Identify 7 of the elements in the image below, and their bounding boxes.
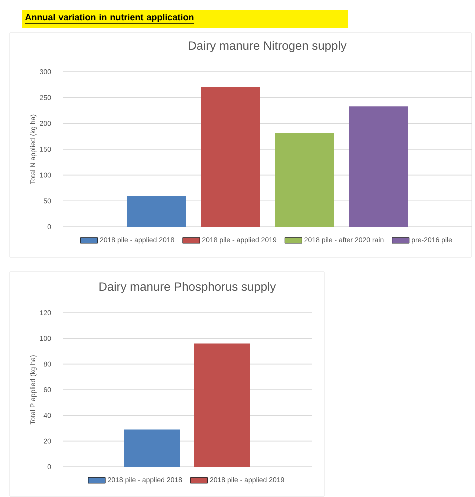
chart-title: Dairy manure Nitrogen supply xyxy=(188,41,347,52)
text: Annual variation in nutrient application xyxy=(25,14,194,22)
bar xyxy=(126,196,186,227)
bar xyxy=(274,132,334,227)
chart-title: Dairy manure Phosphorus supply xyxy=(100,282,276,294)
bar xyxy=(348,106,408,227)
bar xyxy=(200,87,260,227)
